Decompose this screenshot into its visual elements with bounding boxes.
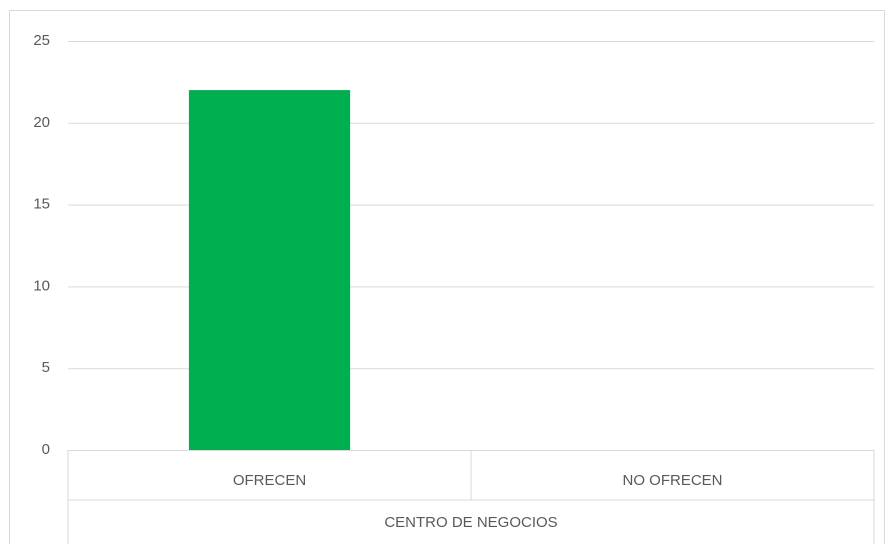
y-tick-label: 25 xyxy=(33,32,50,49)
y-tick-label: 0 xyxy=(42,441,50,458)
chart-frame xyxy=(9,10,885,544)
x-tick-label: OFRECEN xyxy=(233,472,306,489)
y-tick-label: 10 xyxy=(33,277,50,294)
category-group-label: CENTRO DE NEGOCIOS xyxy=(384,514,557,531)
bar xyxy=(188,90,351,450)
y-tick-label: 15 xyxy=(33,196,50,213)
y-tick-label: 20 xyxy=(33,114,50,131)
y-tick-label: 5 xyxy=(42,359,50,376)
x-tick-label: NO OFRECEN xyxy=(622,472,722,489)
